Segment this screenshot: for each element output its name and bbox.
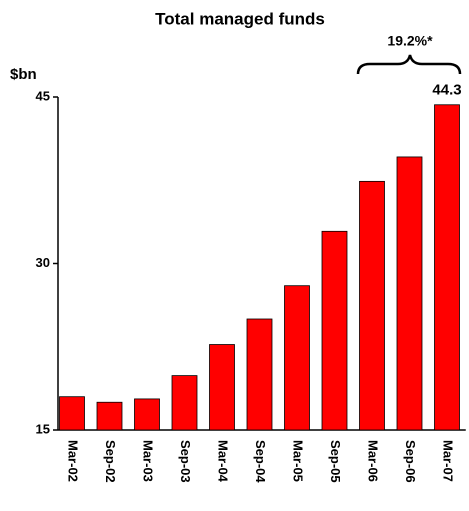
bar [171, 375, 198, 431]
bar [134, 398, 160, 431]
bar [321, 230, 348, 431]
bar [209, 344, 235, 431]
annotation: 19.2%* [387, 33, 433, 49]
bar [246, 318, 273, 431]
x-tick-label: Sep-02 [103, 440, 118, 483]
x-tick-label: Sep-03 [178, 440, 193, 483]
x-tick-label: Mar-05 [291, 440, 306, 482]
y-tick-label: 45 [36, 88, 50, 103]
data-label: 44.3 [432, 82, 461, 99]
brace [356, 54, 462, 75]
chart-title: Total managed funds [155, 9, 325, 28]
bar [59, 396, 85, 431]
x-tick-label: Mar-03 [141, 440, 156, 482]
bar [359, 180, 385, 431]
x-tick-label: Sep-05 [328, 440, 343, 483]
y-tick-label: 15 [36, 421, 50, 436]
x-tick-label: Mar-02 [66, 440, 81, 482]
y-tick-label: 30 [36, 255, 50, 270]
bar [284, 285, 310, 431]
bar [396, 156, 423, 431]
x-tick-label: Mar-07 [441, 440, 456, 482]
bar [96, 401, 123, 431]
x-tick-label: Mar-04 [216, 440, 231, 483]
bar [434, 104, 460, 431]
x-tick-label: Sep-04 [253, 440, 268, 483]
y-axis-label: $bn [10, 66, 37, 83]
x-tick-label: Sep-06 [403, 440, 418, 483]
x-tick-label: Mar-06 [366, 440, 381, 482]
